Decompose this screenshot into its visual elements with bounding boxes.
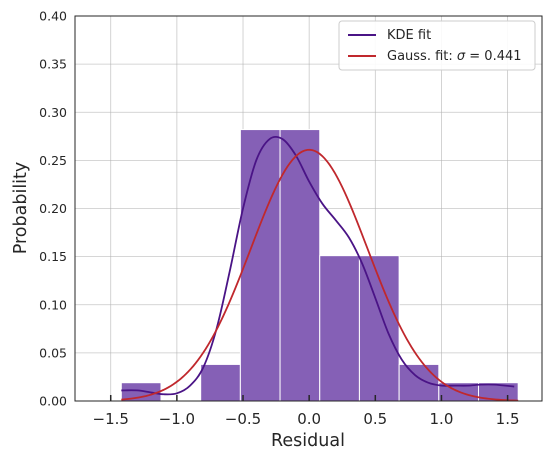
legend-gauss-sigma: σ: [457, 49, 466, 64]
histogram-bar: [200, 363, 241, 402]
legend-box: [338, 20, 536, 71]
y-tick-label: 0.15: [39, 249, 67, 264]
x-tick-label: 1.5: [496, 410, 520, 428]
histogram-bar: [279, 129, 321, 402]
y-tick-label: 0.25: [39, 153, 67, 168]
legend-kde-label: KDE fit: [387, 28, 431, 43]
plot-frame: [74, 15, 543, 402]
histogram-bar: [239, 129, 281, 402]
x-tick-label: 0.5: [363, 410, 387, 428]
gauss-fit-line: [121, 148, 519, 402]
kde-fit-line: [121, 135, 515, 396]
histogram-bar: [398, 363, 440, 402]
y-tick-label: 0.20: [39, 201, 67, 216]
x-ticks: −1.5 −1.0 −0.5 0.0 0.5 1.0 1.5: [93, 395, 520, 428]
x-tick-label: 1.0: [430, 410, 454, 428]
x-axis-label: Residual: [271, 431, 345, 451]
y-tick-label: 0.05: [39, 345, 67, 360]
legend-gauss-prefix: Gauss. fit:: [387, 49, 457, 64]
legend: KDE fit Gauss. fit: σ = 0.441: [338, 20, 536, 71]
x-tick-label: −1.0: [159, 410, 195, 428]
y-tick-label: 0.30: [39, 105, 67, 120]
y-ticks: 0.00 0.05 0.10 0.15 0.20 0.25 0.30 0.35 0.40: [39, 9, 67, 409]
legend-gauss-suffix: = 0.441: [465, 49, 521, 64]
y-tick-label: 0.00: [39, 394, 67, 409]
fit-lines: [121, 135, 519, 402]
histogram-bar: [319, 255, 360, 402]
legend-gauss-label: Gauss. fit: σ = 0.441: [387, 49, 522, 64]
x-tick-label: 0.0: [297, 410, 321, 428]
y-axis-label: Probability: [11, 162, 31, 255]
x-tick-label: −0.5: [225, 410, 261, 428]
y-tick-label: 0.35: [39, 57, 67, 72]
x-tick-label: −1.5: [93, 410, 129, 428]
y-tick-label: 0.40: [39, 9, 67, 24]
histogram-bars: [120, 129, 519, 402]
y-tick-label: 0.10: [39, 297, 67, 312]
